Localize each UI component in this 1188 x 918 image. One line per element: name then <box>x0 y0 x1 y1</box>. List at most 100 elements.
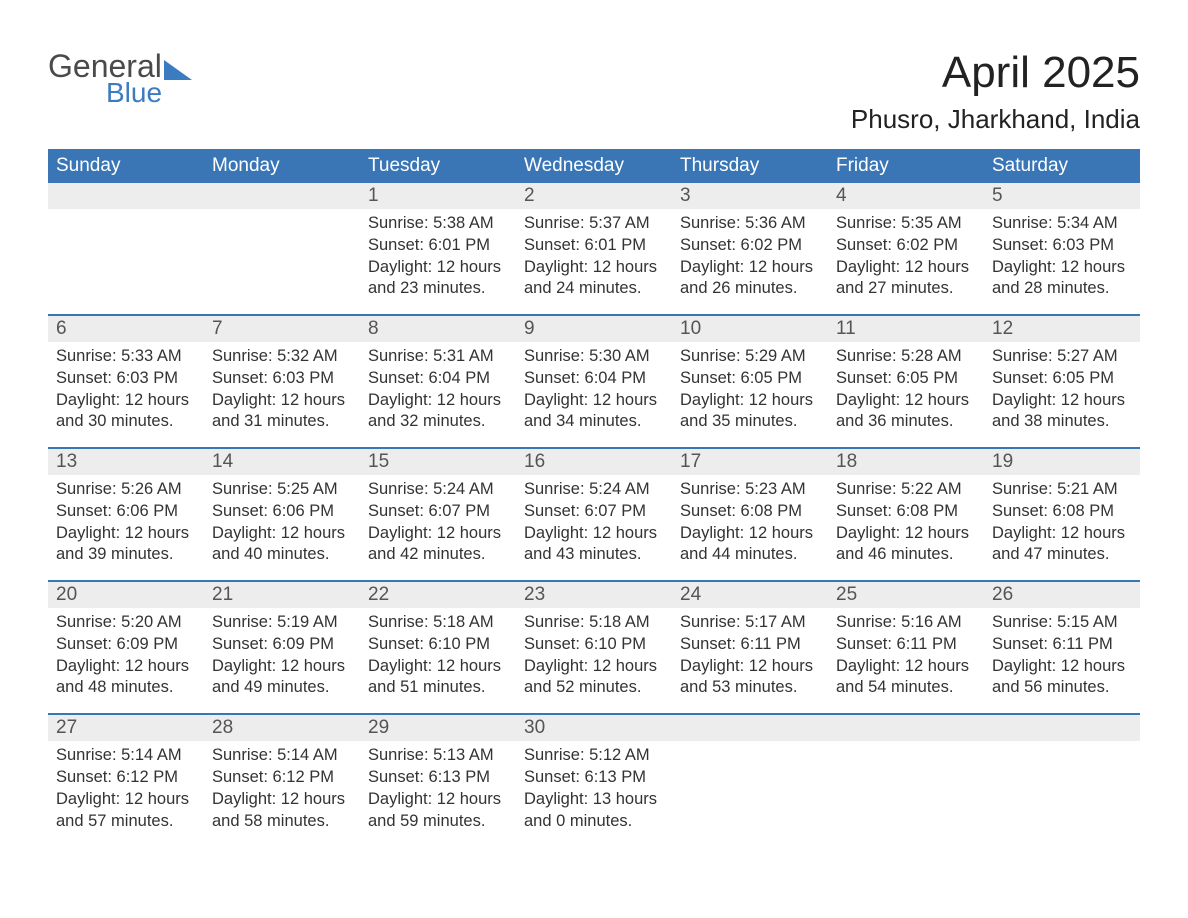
calendar-week: 20Sunrise: 5:20 AMSunset: 6:09 PMDayligh… <box>48 580 1140 713</box>
day-line: Sunset: 6:11 PM <box>680 634 820 656</box>
day-line: Daylight: 12 hours <box>368 390 508 412</box>
day-number <box>828 715 984 741</box>
day-line: Sunset: 6:11 PM <box>992 634 1132 656</box>
day-line: Sunrise: 5:33 AM <box>56 346 196 368</box>
day-line: Daylight: 12 hours <box>212 390 352 412</box>
day-line: Daylight: 12 hours <box>836 257 976 279</box>
day-number: 27 <box>48 715 204 741</box>
day-line: Sunrise: 5:27 AM <box>992 346 1132 368</box>
day-label: Tuesday <box>360 149 516 183</box>
day-line: Sunrise: 5:18 AM <box>524 612 664 634</box>
day-number <box>48 183 204 209</box>
day-line: Sunrise: 5:37 AM <box>524 213 664 235</box>
day-number: 29 <box>360 715 516 741</box>
day-line: Sunset: 6:04 PM <box>524 368 664 390</box>
day-number: 13 <box>48 449 204 475</box>
day-number: 16 <box>516 449 672 475</box>
calendar-week: 27Sunrise: 5:14 AMSunset: 6:12 PMDayligh… <box>48 713 1140 846</box>
day-line: Daylight: 12 hours <box>836 523 976 545</box>
day-line: Sunset: 6:12 PM <box>212 767 352 789</box>
calendar-day: 18Sunrise: 5:22 AMSunset: 6:08 PMDayligh… <box>828 449 984 580</box>
day-line: and 42 minutes. <box>368 544 508 566</box>
day-content: Sunrise: 5:24 AMSunset: 6:07 PMDaylight:… <box>360 475 516 566</box>
calendar-day: 26Sunrise: 5:15 AMSunset: 6:11 PMDayligh… <box>984 582 1140 713</box>
day-line: and 24 minutes. <box>524 278 664 300</box>
day-line: Sunset: 6:04 PM <box>368 368 508 390</box>
day-line: Daylight: 13 hours <box>524 789 664 811</box>
day-line: Sunrise: 5:22 AM <box>836 479 976 501</box>
calendar-week: 6Sunrise: 5:33 AMSunset: 6:03 PMDaylight… <box>48 314 1140 447</box>
calendar-day: 15Sunrise: 5:24 AMSunset: 6:07 PMDayligh… <box>360 449 516 580</box>
day-line: and 51 minutes. <box>368 677 508 699</box>
day-content: Sunrise: 5:34 AMSunset: 6:03 PMDaylight:… <box>984 209 1140 300</box>
day-content: Sunrise: 5:26 AMSunset: 6:06 PMDaylight:… <box>48 475 204 566</box>
day-number: 20 <box>48 582 204 608</box>
calendar-day: 23Sunrise: 5:18 AMSunset: 6:10 PMDayligh… <box>516 582 672 713</box>
day-content: Sunrise: 5:28 AMSunset: 6:05 PMDaylight:… <box>828 342 984 433</box>
calendar-day: 10Sunrise: 5:29 AMSunset: 6:05 PMDayligh… <box>672 316 828 447</box>
title-block: April 2025 Phusro, Jharkhand, India <box>851 48 1140 135</box>
day-line: Sunset: 6:03 PM <box>56 368 196 390</box>
day-number: 5 <box>984 183 1140 209</box>
day-content: Sunrise: 5:15 AMSunset: 6:11 PMDaylight:… <box>984 608 1140 699</box>
day-number: 15 <box>360 449 516 475</box>
day-number: 2 <box>516 183 672 209</box>
day-number: 26 <box>984 582 1140 608</box>
day-line: Sunrise: 5:12 AM <box>524 745 664 767</box>
day-line: Sunset: 6:11 PM <box>836 634 976 656</box>
day-number <box>204 183 360 209</box>
calendar-day: 2Sunrise: 5:37 AMSunset: 6:01 PMDaylight… <box>516 183 672 314</box>
calendar-day: 30Sunrise: 5:12 AMSunset: 6:13 PMDayligh… <box>516 715 672 846</box>
day-number <box>672 715 828 741</box>
day-number: 1 <box>360 183 516 209</box>
day-line: Daylight: 12 hours <box>680 257 820 279</box>
calendar-day: 21Sunrise: 5:19 AMSunset: 6:09 PMDayligh… <box>204 582 360 713</box>
day-line: Sunrise: 5:38 AM <box>368 213 508 235</box>
calendar-day: 9Sunrise: 5:30 AMSunset: 6:04 PMDaylight… <box>516 316 672 447</box>
day-number: 12 <box>984 316 1140 342</box>
day-label: Friday <box>828 149 984 183</box>
day-number: 30 <box>516 715 672 741</box>
day-line: Sunset: 6:08 PM <box>836 501 976 523</box>
day-content: Sunrise: 5:30 AMSunset: 6:04 PMDaylight:… <box>516 342 672 433</box>
day-line: Daylight: 12 hours <box>524 656 664 678</box>
day-line: and 52 minutes. <box>524 677 664 699</box>
day-content: Sunrise: 5:16 AMSunset: 6:11 PMDaylight:… <box>828 608 984 699</box>
calendar-day: 17Sunrise: 5:23 AMSunset: 6:08 PMDayligh… <box>672 449 828 580</box>
day-label: Wednesday <box>516 149 672 183</box>
day-content: Sunrise: 5:18 AMSunset: 6:10 PMDaylight:… <box>516 608 672 699</box>
day-content: Sunrise: 5:14 AMSunset: 6:12 PMDaylight:… <box>204 741 360 832</box>
day-line: Sunset: 6:02 PM <box>680 235 820 257</box>
calendar-day <box>672 715 828 846</box>
day-line: Daylight: 12 hours <box>212 656 352 678</box>
day-line: Daylight: 12 hours <box>368 789 508 811</box>
day-line: Sunrise: 5:31 AM <box>368 346 508 368</box>
day-line: and 44 minutes. <box>680 544 820 566</box>
day-number: 25 <box>828 582 984 608</box>
day-content: Sunrise: 5:14 AMSunset: 6:12 PMDaylight:… <box>48 741 204 832</box>
day-content: Sunrise: 5:12 AMSunset: 6:13 PMDaylight:… <box>516 741 672 832</box>
day-line: Sunrise: 5:30 AM <box>524 346 664 368</box>
day-number: 21 <box>204 582 360 608</box>
day-line: Sunrise: 5:19 AM <box>212 612 352 634</box>
day-line: Sunrise: 5:34 AM <box>992 213 1132 235</box>
day-line: Sunrise: 5:15 AM <box>992 612 1132 634</box>
day-line: Sunset: 6:06 PM <box>212 501 352 523</box>
calendar-day: 22Sunrise: 5:18 AMSunset: 6:10 PMDayligh… <box>360 582 516 713</box>
day-number: 7 <box>204 316 360 342</box>
day-number: 14 <box>204 449 360 475</box>
day-content: Sunrise: 5:36 AMSunset: 6:02 PMDaylight:… <box>672 209 828 300</box>
day-line: Daylight: 12 hours <box>680 523 820 545</box>
day-line: Daylight: 12 hours <box>368 656 508 678</box>
day-content: Sunrise: 5:27 AMSunset: 6:05 PMDaylight:… <box>984 342 1140 433</box>
day-line: Sunrise: 5:21 AM <box>992 479 1132 501</box>
calendar-day: 24Sunrise: 5:17 AMSunset: 6:11 PMDayligh… <box>672 582 828 713</box>
calendar-day: 19Sunrise: 5:21 AMSunset: 6:08 PMDayligh… <box>984 449 1140 580</box>
day-line: Daylight: 12 hours <box>368 523 508 545</box>
day-line: Sunrise: 5:29 AM <box>680 346 820 368</box>
day-line: Sunset: 6:05 PM <box>836 368 976 390</box>
day-line: Daylight: 12 hours <box>992 390 1132 412</box>
calendar-week: 1Sunrise: 5:38 AMSunset: 6:01 PMDaylight… <box>48 183 1140 314</box>
day-line: and 46 minutes. <box>836 544 976 566</box>
day-number: 22 <box>360 582 516 608</box>
